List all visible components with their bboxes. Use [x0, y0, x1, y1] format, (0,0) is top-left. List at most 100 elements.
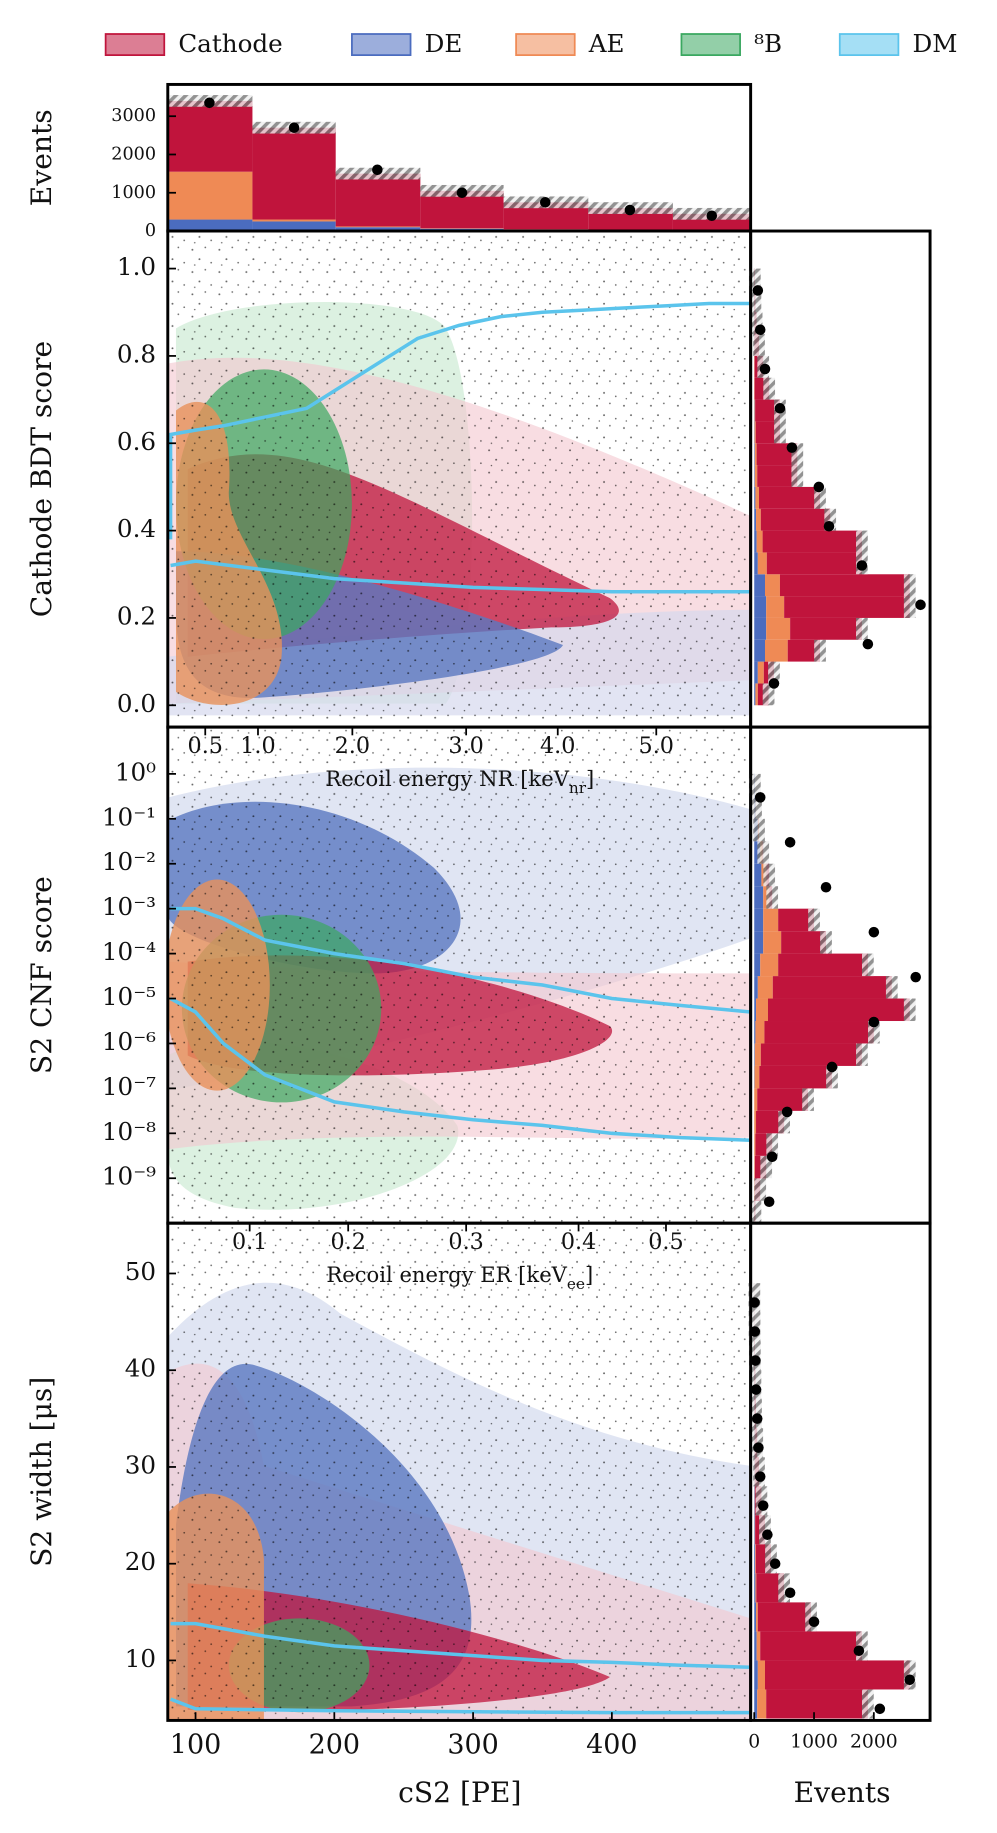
side-hist-segment — [754, 1133, 756, 1156]
side-hist-segment — [764, 574, 780, 597]
side-hist-segment — [754, 1110, 757, 1134]
uncertainty-band — [903, 574, 916, 597]
dm-curve — [170, 1621, 751, 1669]
data-point — [539, 197, 551, 208]
x-axis-label: Recoil energy ER [keVee] — [326, 1261, 593, 1293]
side-hist-segment — [754, 1515, 755, 1545]
legend-label: DM — [912, 29, 957, 58]
uncertainty-band — [867, 1021, 880, 1044]
uncertainty-band — [762, 683, 775, 706]
data-point — [759, 363, 771, 375]
side-hist-segment — [754, 1088, 758, 1111]
y-tick-label: 1.0 — [117, 252, 156, 281]
side-hist-segment — [754, 1544, 756, 1574]
legend-swatch — [351, 33, 412, 56]
uncertainty-band — [753, 334, 765, 356]
data-point — [862, 638, 874, 650]
uncertainty-band — [749, 1200, 762, 1224]
side-hist-segment — [787, 639, 821, 662]
y-tick-label: 50 — [125, 1257, 156, 1286]
y-tick-label: 40 — [125, 1354, 156, 1383]
side-hist-segment — [754, 683, 756, 706]
y-tick-label: 10⁻⁸ — [102, 1117, 156, 1146]
side-hist-segment — [757, 661, 764, 684]
data-point — [749, 1326, 761, 1337]
side-hist-segment — [760, 508, 831, 531]
y-tick-label: 0.8 — [117, 339, 156, 368]
y-tick-label: 30 — [125, 1450, 156, 1479]
data-point — [706, 210, 718, 221]
side-hist-segment — [754, 617, 767, 640]
side-hist-segment — [757, 1689, 767, 1719]
side-hist-segment — [766, 596, 785, 618]
data-point — [768, 678, 780, 689]
dm-curve — [168, 301, 751, 540]
data-point — [853, 1645, 865, 1657]
side-hist-segment — [754, 596, 767, 618]
x-tick-label: 5.0 — [639, 733, 674, 759]
uncertainty-band — [774, 421, 786, 444]
side-hist-segment — [767, 998, 910, 1022]
data-point — [910, 971, 921, 983]
side-hist-segment — [754, 953, 761, 977]
uncertainty-band — [791, 465, 804, 487]
side-hist-segment — [754, 661, 758, 684]
side-hist-segment — [754, 863, 762, 887]
data-point — [762, 1529, 773, 1540]
hist-segment — [252, 127, 336, 220]
side-hist-segment — [754, 998, 757, 1022]
data-point — [781, 1106, 793, 1118]
y-tick-label: 2000 — [111, 144, 156, 164]
x-tick-label: 1.0 — [240, 733, 275, 759]
uncertainty-band — [748, 268, 761, 291]
frame — [749, 1221, 932, 1722]
legend-label: AE — [588, 29, 625, 58]
hist-segment — [335, 227, 421, 232]
side-hist-segment — [754, 399, 756, 422]
side-hist-segment — [754, 465, 755, 487]
uncertainty-band — [856, 1631, 868, 1661]
side-hist-segment — [781, 931, 827, 954]
dm-curve — [169, 1697, 751, 1715]
side-hist-segment — [763, 886, 770, 909]
uncertainty-band — [750, 312, 763, 335]
y-tick-label: 0.4 — [117, 514, 156, 543]
y-tick-label: 10⁻⁴ — [102, 937, 156, 966]
side-hist-segment — [755, 486, 760, 509]
side-hist-segment — [754, 1043, 755, 1066]
data-point — [774, 403, 786, 414]
dm-curve — [169, 996, 751, 1143]
side-hist-segment — [754, 886, 764, 909]
uncertainty-band — [753, 818, 765, 842]
hist-segment — [167, 100, 253, 172]
side-hist-segment — [754, 508, 757, 531]
uncertainty-band — [768, 661, 780, 684]
y-axis-label: S2 CNF score — [25, 876, 58, 1074]
uncertainty-band — [750, 796, 762, 819]
uncertainty-band — [885, 976, 898, 999]
x-axis-label-part: Recoil energy NR [keV — [325, 765, 569, 790]
legend-label: ⁸B — [754, 29, 782, 58]
dm-curve — [170, 906, 751, 1014]
side-hist-segment — [756, 1110, 785, 1134]
uncertainty-band — [766, 1133, 779, 1156]
side-hist-segment — [760, 953, 779, 977]
data-point — [786, 442, 798, 453]
x-tick-label: 0.2 — [330, 1229, 365, 1255]
x-axis-label-part: ] — [586, 765, 594, 790]
x-tick-label: 0.5 — [648, 1229, 683, 1255]
data-point — [904, 1674, 916, 1686]
side-hist-segment — [766, 552, 862, 575]
y-tick-label: 10 — [125, 1644, 156, 1673]
side-hist-segment — [772, 976, 892, 999]
y-tick-label: 0 — [145, 221, 156, 241]
data-point — [372, 164, 383, 176]
uncertainty-band — [778, 1110, 790, 1134]
x-axis-label-part: ] — [585, 1261, 593, 1286]
hist-segment — [252, 221, 336, 232]
y-axis-label: Events — [25, 109, 58, 206]
uncertainty-band — [903, 998, 916, 1022]
data-point — [752, 285, 764, 296]
x-axis-label: Recoil energy NR [keVnr] — [325, 765, 594, 797]
